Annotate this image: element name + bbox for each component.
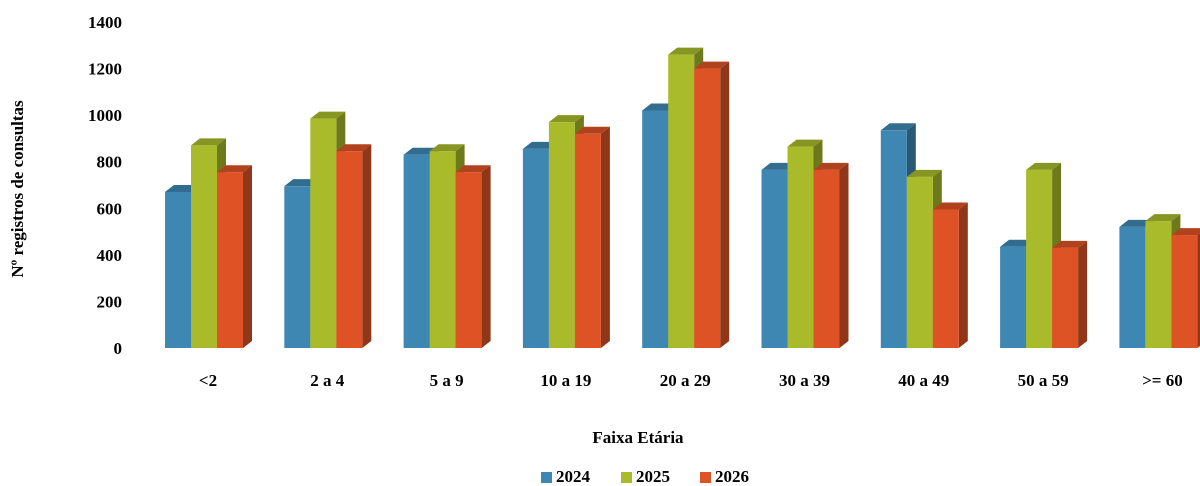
bar-top-face [1171, 228, 1200, 236]
x-tick-label: 50 a 59 [1018, 371, 1069, 390]
bar-front-face [642, 110, 669, 348]
bar-top-face [191, 138, 226, 146]
bar-side-face [958, 202, 968, 348]
bar-front-face [1171, 235, 1198, 348]
x-tick-label: 10 a 19 [540, 371, 591, 390]
bar-front-face [1119, 226, 1146, 348]
bar-front-face [787, 146, 814, 348]
bar-top-face [932, 202, 968, 210]
bar-side-face [839, 162, 849, 348]
bar-top-face [574, 126, 610, 134]
bar-top-face [813, 162, 849, 170]
bar-front-face [1052, 247, 1079, 348]
y-tick-label: 200 [97, 292, 123, 311]
bar-front-face [1145, 221, 1172, 348]
bar-front-face [336, 151, 363, 348]
legend-item: 2024 [541, 467, 591, 486]
bar-front-face [284, 186, 311, 348]
bar-front-face [1000, 246, 1027, 348]
bar-front-face [310, 118, 337, 348]
bar-top-face [694, 61, 730, 69]
legend-label: 2026 [715, 467, 749, 486]
bar [1171, 228, 1200, 348]
bar-top-face [1052, 240, 1088, 248]
bar-front-face [694, 68, 721, 349]
bar-front-face [932, 209, 959, 348]
bar-top-face [1026, 162, 1062, 170]
y-axis-title: Nº registros de consultas [8, 100, 27, 278]
bar [813, 162, 849, 348]
bar-front-face [165, 191, 191, 348]
bar-front-face [403, 154, 430, 348]
bar-side-face [362, 144, 372, 348]
bar-front-face [522, 148, 549, 348]
bar-front-face [1026, 169, 1053, 348]
bar [574, 126, 610, 349]
y-tick-label: 800 [97, 153, 123, 172]
y-tick-label: 600 [97, 199, 123, 218]
bar [336, 144, 372, 348]
bar-top-face [455, 165, 491, 173]
bar-top-face [787, 139, 823, 147]
bar-front-face [668, 54, 695, 348]
y-axis-ticks: 0 200 400 600 800 1000 1200 1400 [88, 13, 122, 358]
y-tick-label: 400 [97, 246, 123, 265]
bar-top-face [1145, 214, 1181, 222]
bar [694, 61, 730, 349]
y-tick-label: 1400 [88, 13, 122, 32]
x-axis-ticks: <2 2 a 4 5 a 9 10 a 19 20 a 29 30 a 39 40 a 49… [199, 371, 1183, 390]
x-tick-label: 20 a 29 [660, 371, 711, 390]
x-tick-label: 40 a 49 [898, 371, 949, 390]
legend-label: 2025 [636, 467, 670, 486]
legend: 2024 2025 2026 [541, 467, 749, 486]
legend-swatch [621, 472, 632, 483]
bar-front-face [429, 151, 456, 348]
legend-item: 2025 [621, 467, 670, 486]
bar-side-face [600, 126, 610, 349]
bar-top-face [336, 144, 372, 152]
bar-front-face [880, 130, 907, 348]
legend-swatch [541, 472, 552, 483]
x-tick-label: <2 [199, 371, 217, 390]
bar-side-face [720, 61, 730, 348]
x-tick-label: >= 60 [1142, 371, 1183, 390]
bar-front-face [906, 176, 933, 348]
y-tick-label: 1000 [88, 106, 122, 125]
bar [1052, 240, 1088, 348]
x-tick-label: 5 a 9 [430, 371, 464, 390]
x-tick-label: 2 a 4 [310, 371, 345, 390]
bar-top-face [429, 144, 465, 152]
bar [932, 202, 968, 348]
bar-front-face [455, 172, 482, 348]
bar-top-face [906, 169, 942, 177]
legend-label: 2024 [556, 467, 591, 486]
bar-front-face [574, 133, 601, 348]
bar-top-face [310, 111, 346, 119]
bar-side-face [1197, 233, 1200, 348]
y-tick-label: 0 [114, 339, 123, 358]
bar [455, 165, 491, 348]
bar-front-face [217, 172, 243, 348]
x-axis-title: Faixa Etária [592, 428, 684, 447]
bar-top-face [880, 123, 916, 131]
x-tick-label: 30 a 39 [779, 371, 830, 390]
bar-front-face [191, 145, 217, 348]
bar-front-face [761, 169, 788, 348]
bar-top-face [548, 115, 584, 123]
bar-side-face [243, 165, 252, 348]
y-tick-label: 1200 [88, 60, 122, 79]
bar-side-face [481, 165, 491, 348]
bar-series-group [165, 47, 1200, 349]
bar-side-face [1078, 240, 1088, 348]
legend-swatch [700, 472, 711, 483]
bar-front-face [813, 169, 840, 348]
bar-top-face [217, 165, 252, 173]
legend-item: 2026 [700, 467, 749, 486]
bar-front-face [548, 122, 575, 348]
bar [217, 165, 252, 348]
bar-top-face [668, 47, 704, 55]
